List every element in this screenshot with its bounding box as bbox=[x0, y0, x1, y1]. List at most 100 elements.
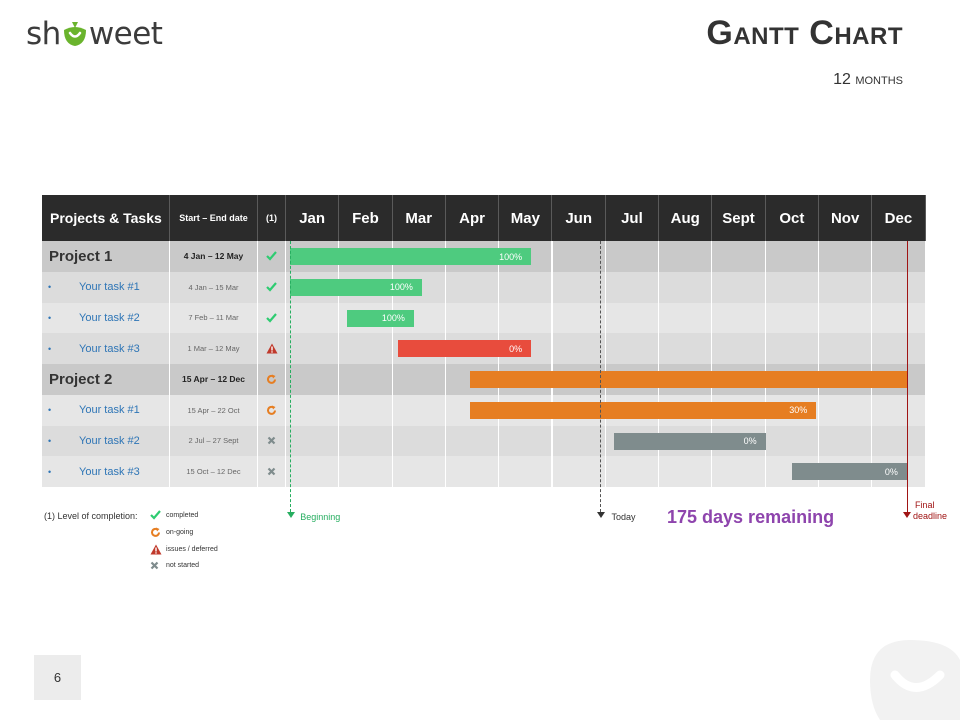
task-name: • Your task #1 bbox=[42, 394, 170, 426]
task-row: • Your task #3 15 Oct – 12 Dec 0% bbox=[42, 456, 926, 487]
month-header-aug: Aug bbox=[659, 195, 713, 241]
month-header-nov: Nov bbox=[819, 195, 873, 241]
gantt-bar: 100% bbox=[347, 309, 414, 327]
refresh-icon bbox=[258, 394, 286, 426]
month-cell bbox=[286, 364, 340, 395]
task-row: • Your task #1 4 Jan – 15 Mar 100% bbox=[42, 271, 926, 303]
bullet-icon: • bbox=[48, 312, 52, 323]
month-header-oct: Oct bbox=[766, 195, 819, 241]
final-deadline-line bbox=[906, 241, 908, 512]
month-cell bbox=[392, 425, 446, 457]
logo-drop-icon bbox=[63, 22, 86, 46]
month-cell bbox=[552, 425, 606, 457]
beginning-arrow-icon bbox=[286, 512, 295, 518]
month-cell bbox=[552, 241, 606, 272]
page-subtitle: 12 months bbox=[833, 71, 903, 88]
bullet-icon: • bbox=[48, 282, 52, 293]
month-cell bbox=[605, 333, 660, 364]
gantt-bar: 0% bbox=[613, 432, 766, 450]
legend-label: on-going bbox=[166, 529, 194, 536]
month-cell bbox=[712, 302, 766, 334]
month-cell bbox=[339, 333, 393, 364]
month-cell bbox=[499, 302, 553, 334]
month-cell bbox=[392, 394, 446, 426]
month-cell bbox=[712, 241, 766, 272]
task-name: • Your task #2 bbox=[42, 302, 170, 334]
check-icon bbox=[258, 302, 286, 334]
month-cell bbox=[499, 271, 553, 303]
month-cell bbox=[339, 425, 393, 457]
month-cell bbox=[286, 425, 340, 457]
legend-label: completed bbox=[166, 511, 199, 519]
final-label-line2: deadline bbox=[912, 511, 947, 521]
month-cell bbox=[819, 394, 873, 426]
month-cell bbox=[659, 302, 713, 334]
check-icon bbox=[258, 271, 286, 303]
month-cell bbox=[392, 456, 446, 487]
task-row: • Your task #1 15 Apr – 22 Oct 30% bbox=[42, 394, 926, 426]
gantt-bar: 0% bbox=[397, 340, 532, 358]
legend-item: on-going bbox=[150, 527, 193, 538]
month-cell bbox=[819, 302, 873, 334]
month-cell bbox=[872, 394, 926, 426]
header-status: (1) bbox=[258, 195, 286, 241]
month-cell bbox=[499, 456, 553, 487]
watermark-logo-icon bbox=[870, 640, 960, 720]
month-cell bbox=[819, 271, 873, 303]
logo-text-right: weet bbox=[88, 16, 163, 52]
month-cell bbox=[872, 425, 926, 457]
month-header-sept: Sept bbox=[712, 195, 766, 241]
task-row: • Your task #3 1 Mar – 12 May 0% bbox=[42, 333, 926, 364]
task-name: • Your task #1 bbox=[42, 271, 170, 303]
date-range: 4 Jan – 12 May bbox=[170, 241, 258, 272]
legend-title: (1) Level of completion: bbox=[44, 511, 138, 521]
month-header-mar: Mar bbox=[393, 195, 446, 241]
month-cell bbox=[872, 271, 926, 303]
beginning-marker-line bbox=[290, 241, 292, 512]
month-cell bbox=[712, 333, 766, 364]
task-name: • Your task #3 bbox=[42, 333, 170, 364]
legend-item: issues / deferred bbox=[150, 544, 218, 555]
month-cell bbox=[286, 333, 340, 364]
gantt-bar: 30% bbox=[469, 401, 817, 419]
date-range: 15 Oct – 12 Dec bbox=[170, 456, 258, 487]
project-name: Project 1 bbox=[42, 241, 170, 272]
date-range: 15 Apr – 22 Oct bbox=[170, 394, 258, 426]
month-header-may: May bbox=[499, 195, 553, 241]
cross-icon bbox=[258, 425, 286, 457]
month-cell bbox=[765, 425, 819, 457]
today-label: Today bbox=[611, 512, 636, 522]
month-cell bbox=[445, 302, 500, 334]
page-title: Gantt Chart bbox=[706, 14, 903, 52]
month-cell bbox=[712, 271, 766, 303]
warning-icon bbox=[150, 544, 166, 555]
month-cell bbox=[339, 456, 393, 487]
task-name: • Your task #3 bbox=[42, 456, 170, 487]
cross-icon bbox=[258, 456, 286, 487]
date-range: 7 Feb – 11 Mar bbox=[170, 302, 258, 334]
task-name: • Your task #2 bbox=[42, 425, 170, 457]
gantt-bar bbox=[469, 371, 907, 388]
month-cell bbox=[445, 456, 500, 487]
month-header-apr: Apr bbox=[446, 195, 500, 241]
month-cell bbox=[552, 333, 606, 364]
month-cell bbox=[552, 302, 606, 334]
warning-icon bbox=[258, 333, 286, 364]
date-range: 15 Apr – 12 Dec bbox=[170, 364, 258, 395]
bullet-icon: • bbox=[48, 343, 52, 354]
gantt-bar: 100% bbox=[290, 278, 422, 296]
month-cell bbox=[712, 456, 766, 487]
month-cell bbox=[819, 333, 873, 364]
month-cell bbox=[819, 425, 873, 457]
project-row: Project 2 15 Apr – 12 Dec bbox=[42, 364, 926, 395]
month-cell bbox=[445, 271, 500, 303]
beginning-label: Beginning bbox=[300, 512, 341, 522]
bullet-icon: • bbox=[48, 405, 52, 416]
month-cell bbox=[872, 241, 926, 272]
check-icon bbox=[150, 510, 166, 520]
month-cell bbox=[659, 271, 713, 303]
month-cell bbox=[445, 425, 500, 457]
bullet-icon: • bbox=[48, 466, 52, 477]
legend-label: issues / deferred bbox=[166, 546, 218, 553]
task-row: • Your task #2 2 Jul – 27 Sept 0% bbox=[42, 425, 926, 457]
